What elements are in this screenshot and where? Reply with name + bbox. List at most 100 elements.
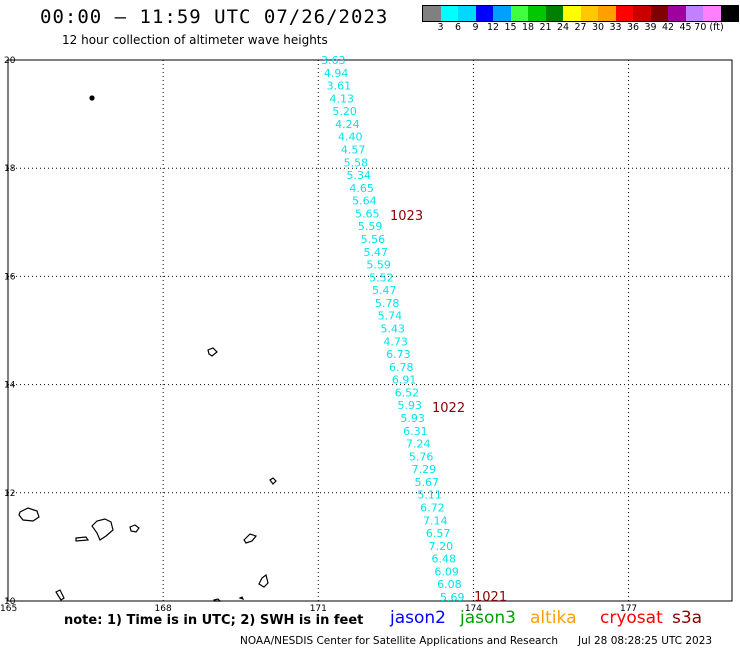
wave-height-label: 7.29 (412, 463, 437, 476)
wave-height-label: 5.93 (400, 412, 425, 425)
island-outline (75, 518, 114, 542)
credit-text: NOAA/NESDIS Center for Satellite Applica… (240, 635, 558, 647)
pressure-label: 1021 (474, 590, 507, 605)
coastlines (18, 95, 277, 602)
color-scale-cell (685, 6, 703, 21)
wave-height-label: 5.43 (381, 323, 406, 336)
lon-tick-label: 174 (465, 604, 482, 614)
lon-tick-label: 171 (310, 604, 327, 614)
wave-height-label: 5.78 (375, 297, 400, 310)
wave-height-label: 5.20 (332, 105, 357, 118)
wave-height-label: 4.57 (341, 144, 366, 157)
island-outline (238, 596, 245, 601)
island-outline (55, 589, 65, 601)
wave-height-label: 4.13 (330, 92, 355, 105)
wave-height-label: 6.57 (426, 527, 451, 540)
legend-entry-cryosat: cryosat (600, 608, 663, 628)
pressure-labels: 1023 1022 1021 (390, 209, 507, 605)
altimeter-track: 3.634.943.614.135.204.244.404.575.585.34… (321, 54, 465, 604)
page-subtitle: 12 hour collection of altimeter wave hei… (62, 33, 328, 47)
wave-height-label: 6.78 (389, 361, 414, 374)
wave-height-label: 7.20 (429, 540, 454, 553)
wave-height-label: 5.65 (355, 207, 380, 220)
island-outline (89, 95, 95, 101)
color-scale-cell (703, 6, 721, 21)
footer-note: note: 1) Time is in UTC; 2) SWH is in fe… (64, 613, 364, 628)
color-scale-cell (528, 6, 546, 21)
color-scale-label: 18 (521, 22, 535, 33)
island-outline (258, 573, 269, 588)
color-scale-cell (650, 6, 668, 21)
wave-height-label: 4.73 (383, 335, 408, 348)
color-scale-label: 33 (609, 22, 622, 33)
wave-height-label: 4.40 (338, 131, 363, 144)
wave-height-label: 5.34 (347, 169, 372, 182)
island-outline (213, 598, 222, 602)
wave-height-label: 5.59 (358, 220, 383, 233)
wave-height-label: 4.94 (324, 67, 349, 80)
color-scale-cell (563, 6, 581, 21)
color-scale-label: 6 (454, 22, 462, 33)
lon-tick-label: 168 (155, 604, 172, 614)
wave-height-label: 5.67 (415, 476, 440, 489)
map-frame (7, 59, 733, 602)
lat-tick-label: 14 (4, 381, 16, 391)
color-scale-label: 36 (626, 22, 640, 33)
island-outline (129, 524, 140, 533)
lon-tick-label: 177 (620, 604, 637, 614)
wave-height-label: 5.69 (440, 591, 465, 604)
wave-height-label: 6.73 (386, 348, 411, 361)
color-scale-cell (423, 6, 441, 21)
color-scale-label: 24 (556, 22, 570, 33)
wave-height-label: 5.56 (361, 233, 386, 246)
color-scale-cell (633, 6, 651, 21)
axis-tick-labels: 165 168 171 174 177 20 18 16 14 12 10 (0, 56, 637, 614)
color-scale-cell (458, 6, 476, 21)
color-scale-cell (440, 6, 458, 21)
lat-tick-label: 10 (4, 597, 16, 607)
generated-timestamp: Jul 28 08:28:25 UTC 2023 (578, 635, 713, 647)
island-outline (207, 347, 218, 357)
color-scale-label: 30 (591, 22, 605, 33)
wave-height-label: 5.64 (352, 195, 377, 208)
color-scale-label: 70 (ft) (694, 22, 724, 33)
color-scale-label: 42 (661, 22, 675, 33)
color-scale-cell (720, 6, 738, 21)
wave-height-label: 5.58 (344, 156, 369, 169)
island-outline (243, 533, 258, 544)
color-scale-label: 39 (644, 22, 657, 33)
lon-tick-label: 165 (0, 604, 17, 614)
wave-height-label: 5.93 (398, 399, 423, 412)
wave-height-label: 6.72 (420, 502, 445, 515)
color-scale-label: 9 (472, 22, 479, 33)
color-scale-label: 3 (437, 22, 444, 33)
lat-tick-label: 20 (4, 56, 16, 66)
color-scale-label: 12 (486, 22, 500, 33)
wave-height-label: 3.63 (321, 54, 346, 67)
color-scale-label: 21 (539, 22, 552, 33)
color-scale-cell (493, 6, 511, 21)
legend-entry-altika: altika (530, 608, 577, 628)
wave-height-label: 6.48 (432, 553, 457, 566)
wave-height-label: 6.09 (434, 565, 459, 578)
lat-tick-label: 18 (4, 164, 16, 174)
island-outline (269, 477, 277, 485)
wave-height-label: 4.24 (335, 118, 360, 131)
legend-entry-s3a: s3a (672, 608, 703, 628)
wave-height-label: 5.47 (372, 284, 397, 297)
wave-height-label: 5.52 (369, 271, 394, 284)
wave-height-label: 6.08 (437, 578, 462, 591)
wave-height-label: 4.65 (349, 182, 374, 195)
color-scale-cell (545, 6, 563, 21)
color-scale-label: 15 (504, 22, 517, 33)
lat-tick-label: 12 (4, 489, 15, 499)
page-title: 00:00 – 11:59 UTC 07/26/2023 (40, 6, 389, 28)
legend-entry-jason2: jason2 (390, 608, 446, 628)
wave-height-label: 6.91 (392, 374, 417, 387)
color-scale-cell (615, 6, 633, 21)
wave-height-label: 6.52 (395, 386, 420, 399)
color-scale-cell (510, 6, 528, 21)
color-scale-cell (598, 6, 616, 21)
map-grid (7, 59, 732, 602)
wave-height-label: 6.31 (403, 425, 428, 438)
